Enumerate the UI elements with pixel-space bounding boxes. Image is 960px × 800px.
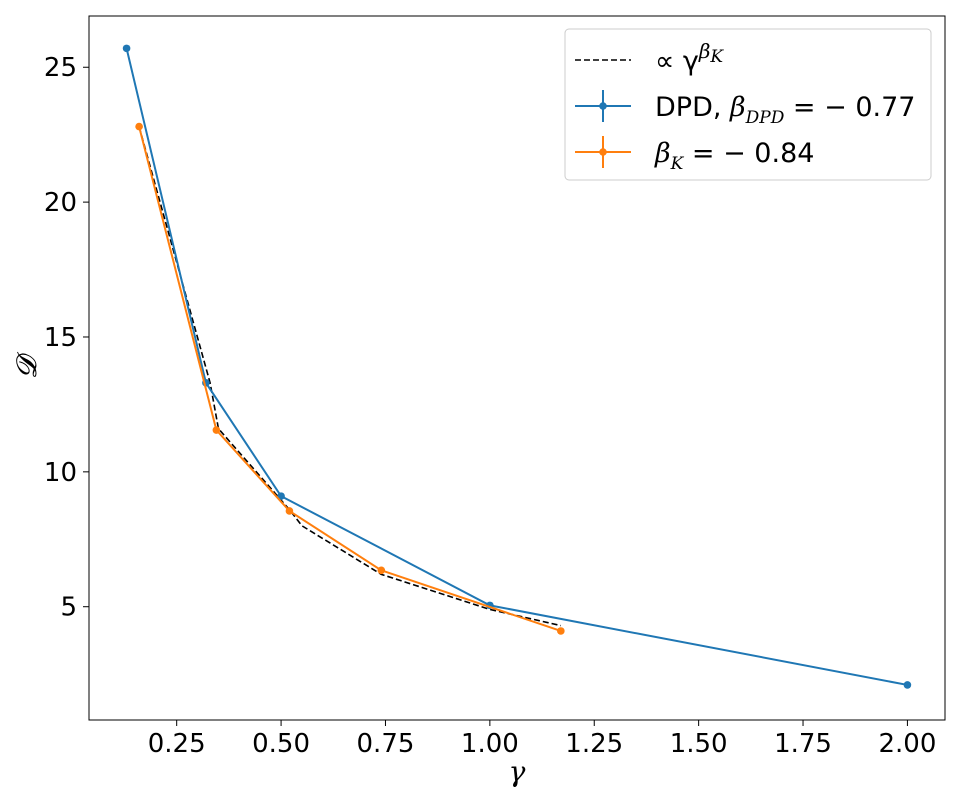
y-tick-label: 25 [44, 53, 77, 83]
legend-box [564, 28, 932, 181]
data-point [903, 681, 912, 689]
legend-label: DPD, βDPD = − 0.77 [655, 92, 915, 128]
series-2 [135, 122, 565, 635]
y-axis-title: 𝓓 [10, 352, 43, 379]
data-point [377, 566, 386, 575]
x-tick-label: 0.75 [357, 729, 415, 759]
x-tick-label: 1.00 [461, 729, 519, 759]
x-tick-label: 0.50 [252, 729, 310, 759]
plot-area [88, 15, 946, 721]
y-tick-label: 15 [44, 323, 77, 353]
axis-ticks: 0.25 0.50 0.75 1.00 1.25 1.50 1.75 2.00 5 10 15 20 2… [44, 53, 936, 759]
x-tick-label: 0.25 [148, 729, 206, 759]
data-point [212, 426, 221, 434]
x-tick-label: 1.75 [774, 729, 832, 759]
legend-label: ∝ γβK [655, 39, 724, 77]
data-point [135, 122, 143, 131]
x-axis-title: γ [509, 755, 526, 788]
y-tick-label: 10 [44, 458, 77, 488]
data-point [122, 44, 131, 53]
data-point [277, 492, 285, 500]
series-layer [122, 44, 912, 689]
legend-handle [575, 90, 631, 122]
y-tick-label: 20 [44, 188, 77, 218]
y-tick-label: 5 [60, 593, 77, 623]
data-point [285, 507, 294, 515]
x-tick-label: 1.50 [670, 729, 728, 759]
x-tick-label: 1.25 [565, 729, 623, 759]
legend-handle [575, 136, 631, 168]
data-point [557, 627, 565, 635]
legend: ∝ γβK DPD, βDPD = − 0.77 βK = − 0.84 [564, 28, 932, 181]
x-tick-label: 2.00 [878, 729, 936, 759]
legend-label: βK = − 0.84 [654, 138, 814, 174]
